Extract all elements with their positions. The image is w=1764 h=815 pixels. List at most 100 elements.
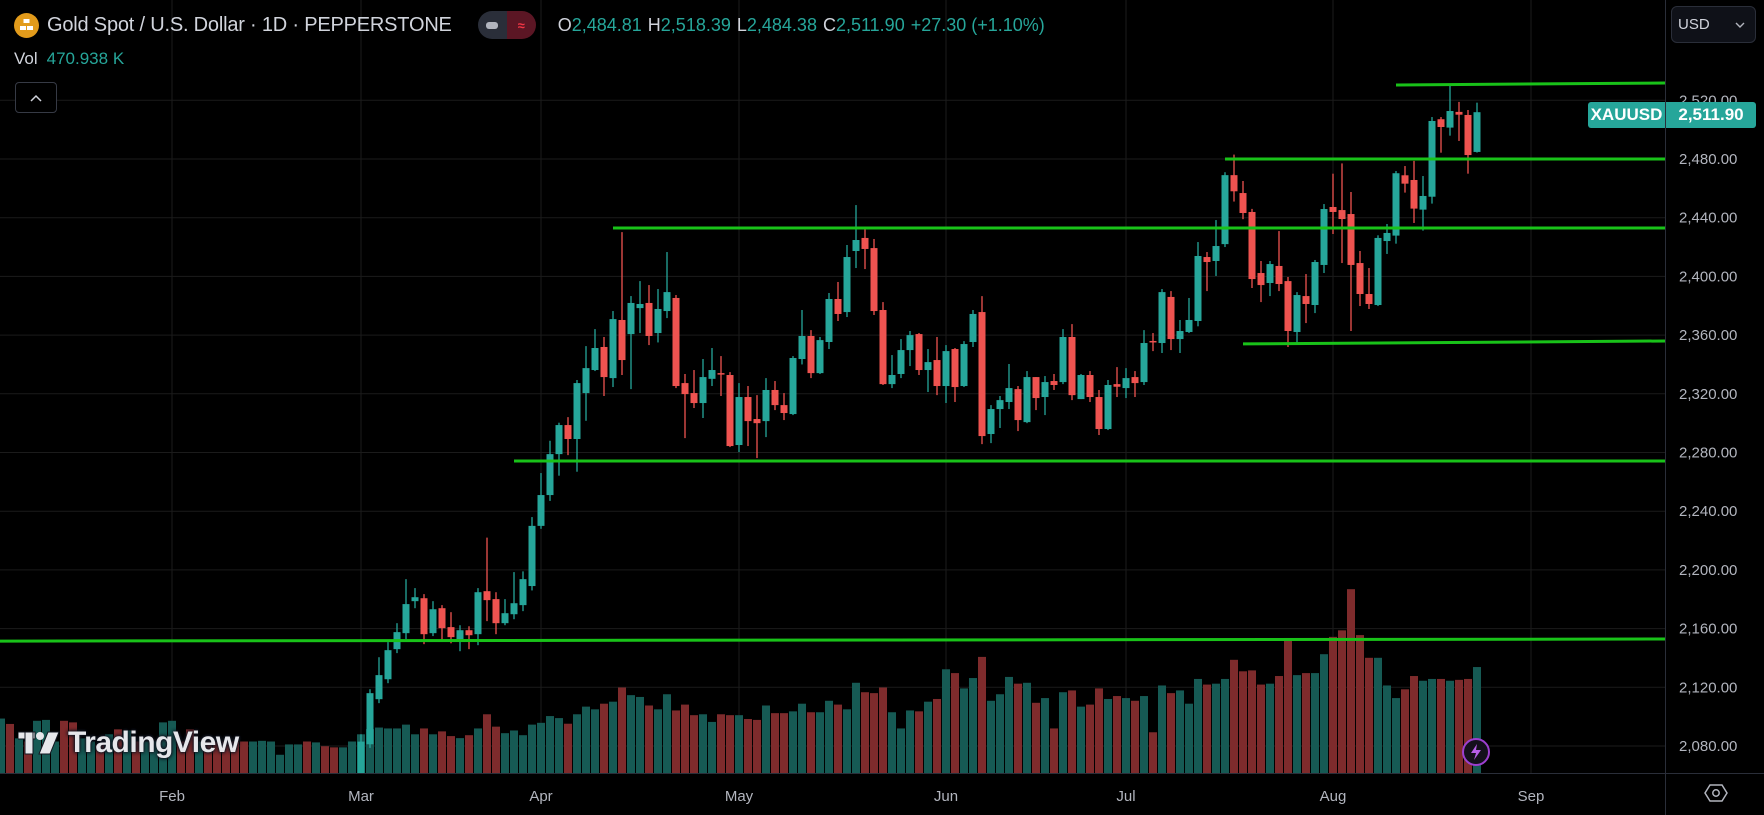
- candle: [402, 579, 410, 640]
- status-toggle[interactable]: ≈: [477, 11, 536, 39]
- currency-select[interactable]: USD: [1671, 6, 1756, 43]
- candle-body: [1131, 377, 1139, 384]
- volume-bar: [177, 741, 185, 773]
- volume-bar: [852, 682, 860, 773]
- volume-bar: [330, 747, 338, 773]
- candle-body: [1257, 273, 1265, 286]
- symbol-header: Gold Spot / U.S. Dollar · 1D · PEPPERSTO…: [14, 10, 1045, 40]
- candle-body: [960, 344, 968, 387]
- candle-body: [654, 308, 662, 334]
- volume-bar: [492, 726, 500, 773]
- candle: [1230, 154, 1238, 202]
- volume-bar: [708, 721, 716, 773]
- volume-bar: [1365, 657, 1373, 773]
- candle-body: [1356, 263, 1364, 295]
- volume-bar: [996, 694, 1004, 773]
- volume-bar: [1104, 698, 1112, 773]
- candle-body: [1464, 114, 1472, 156]
- symbol-title[interactable]: Gold Spot / U.S. Dollar · 1D · PEPPERSTO…: [47, 13, 452, 36]
- volume-bar: [753, 719, 761, 773]
- candle-body: [663, 292, 671, 312]
- volume-bar: [366, 729, 374, 773]
- volume-bar: [1374, 657, 1382, 773]
- volume-bar: [825, 700, 833, 773]
- time-axis-label: Aug: [1320, 788, 1347, 805]
- candle-body: [816, 340, 824, 374]
- price-axis-label: 2,240.00: [1679, 503, 1737, 520]
- candle-body: [870, 248, 878, 312]
- gold-icon: [14, 12, 39, 38]
- candle-body: [438, 608, 446, 629]
- volume-bar: [87, 741, 95, 773]
- candle: [1347, 192, 1355, 331]
- volume-bar: [1230, 659, 1238, 773]
- volume-bar: [249, 741, 257, 773]
- candle-body: [681, 383, 689, 395]
- approx-icon[interactable]: ≈: [506, 11, 536, 39]
- candle: [780, 393, 788, 421]
- volume-bar: [1167, 693, 1175, 773]
- time-axis: Feb Mar Apr May Jun Jul Aug Sep: [159, 788, 1544, 805]
- candle: [987, 405, 995, 444]
- volume-bar: [537, 722, 545, 773]
- candle: [978, 296, 986, 445]
- volume-bar: [798, 703, 806, 773]
- lightning-icon[interactable]: [1462, 738, 1490, 766]
- candle-body: [1212, 246, 1220, 261]
- candle: [645, 285, 653, 346]
- price-axis-label: 2,360.00: [1679, 327, 1737, 344]
- volume-bar: [519, 735, 527, 773]
- candle-body: [609, 319, 617, 379]
- candle: [1284, 276, 1292, 347]
- candle-body: [1239, 193, 1247, 214]
- candle: [1401, 166, 1409, 193]
- minus-icon[interactable]: [477, 11, 507, 39]
- volume-bar: [942, 669, 950, 773]
- high-label: H: [647, 14, 661, 35]
- candle-body: [1086, 375, 1094, 398]
- open-label: O: [557, 14, 572, 35]
- volume-bar: [897, 728, 905, 773]
- candle: [357, 734, 365, 773]
- volume-bar: [573, 714, 581, 773]
- candle-body: [1077, 375, 1085, 400]
- settings-icon[interactable]: [1703, 780, 1729, 806]
- volume-bar: [501, 733, 509, 773]
- volume-bar: [1302, 673, 1310, 773]
- volume-bar: [870, 693, 878, 773]
- candle: [1410, 160, 1418, 223]
- candle: [1095, 389, 1103, 436]
- candle: [654, 289, 662, 343]
- volume-bar: [591, 709, 599, 773]
- candle: [447, 612, 455, 644]
- volume-bar: [1149, 732, 1157, 773]
- candle: [1068, 324, 1076, 401]
- candle: [510, 572, 518, 620]
- candle-body: [1140, 343, 1148, 383]
- volume-bar: [1293, 675, 1301, 773]
- tradingview-logo[interactable]: TradingView: [18, 726, 239, 760]
- volume-bar: [393, 728, 401, 773]
- candle-body: [1194, 256, 1202, 322]
- candle-body: [1311, 262, 1319, 306]
- candle-body: [780, 405, 788, 414]
- candle: [1041, 376, 1049, 416]
- volume-bar: [60, 720, 68, 773]
- candle-body: [573, 383, 581, 439]
- candle: [537, 473, 545, 529]
- close-label: C: [822, 14, 836, 35]
- candle-body: [726, 375, 734, 447]
- candle: [1113, 367, 1121, 398]
- candle: [609, 311, 617, 388]
- collapse-legend-button[interactable]: [15, 82, 57, 113]
- volume-bar: [222, 741, 230, 773]
- volume-bar: [1113, 696, 1121, 773]
- volume-bar: [213, 741, 221, 773]
- volume-label[interactable]: Vol: [14, 49, 38, 68]
- chart-pane: [0, 81, 1665, 773]
- candle: [852, 205, 860, 269]
- candle-body: [897, 350, 905, 374]
- volume-bar: [879, 687, 887, 773]
- volume-bar: [1266, 683, 1274, 773]
